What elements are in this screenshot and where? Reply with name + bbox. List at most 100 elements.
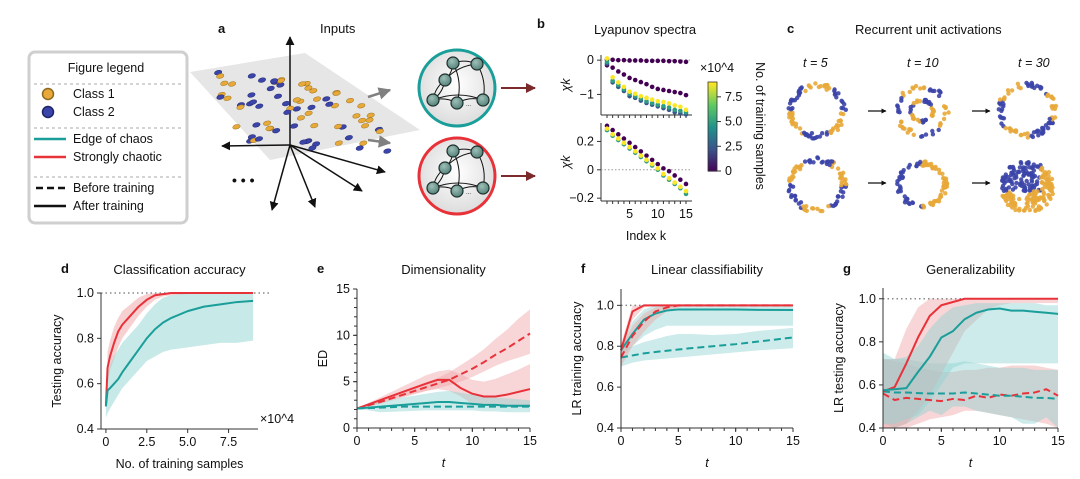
activation-point (943, 105, 948, 111)
input-sample-point (375, 128, 384, 134)
activation-point (910, 112, 915, 118)
activation-point (1008, 203, 1014, 208)
confidence-band (621, 327, 793, 367)
activation-point (1013, 207, 1018, 213)
panel-d-letter: d (61, 261, 69, 276)
activation-point (790, 169, 796, 174)
lyapunov-exponent-point (655, 166, 661, 171)
activation-point (843, 177, 848, 182)
input-sample-point (282, 101, 290, 107)
activation-point (811, 206, 816, 211)
activation-point (835, 199, 840, 204)
activation-point (914, 163, 919, 169)
activation-point (1047, 121, 1052, 126)
colorbar-segment (708, 104, 717, 108)
activation-point (1017, 206, 1022, 211)
lyapunov-exponent-point (638, 149, 644, 154)
lyapunov-exponent-point (678, 90, 683, 96)
x-tick-label: 5.0 (179, 435, 196, 449)
input-sample-point (304, 110, 313, 116)
activation-point (899, 119, 904, 124)
strongly-chaotic-network: ... (417, 136, 497, 216)
activation-point (1041, 191, 1047, 196)
input-sample-point (358, 117, 366, 124)
activation-point (1002, 97, 1007, 102)
activation-point (923, 132, 929, 137)
y-axis-label: LR training accuracy (570, 301, 584, 416)
colorbar-segment (708, 135, 717, 139)
x-axis-label: Index k (626, 229, 667, 243)
activation-point (786, 106, 791, 111)
series-line (882, 297, 1058, 393)
activation-point (1019, 177, 1024, 182)
activation-point (1041, 130, 1046, 135)
lyapunov-exponent-point (638, 79, 644, 85)
lyapunov-exponent-point (604, 126, 610, 131)
activation-point (1010, 187, 1016, 192)
input-sample-point (304, 85, 313, 91)
activation-point (832, 88, 837, 94)
x-tick-label: 0 (354, 434, 361, 448)
activation-point (1039, 165, 1045, 171)
activation-point (824, 161, 830, 167)
y-tick-label: 1.0 (77, 286, 94, 300)
activation-point (841, 111, 846, 117)
colorbar-segment (708, 159, 717, 163)
activation-point (1015, 169, 1021, 174)
lyapunov-exponent-point (678, 108, 683, 114)
activation-point (1023, 165, 1028, 170)
activation-point (936, 127, 941, 133)
input-sample-point (312, 141, 321, 147)
input-sample-point (334, 140, 343, 146)
activation-point (1000, 183, 1006, 189)
x-axis-label: No. of training samples (116, 457, 244, 471)
lyapunov-exponent-point (621, 140, 627, 146)
activation-point (788, 184, 794, 189)
legend-item-label: After training (73, 199, 144, 213)
input-sample-point (361, 123, 370, 129)
input-sample-point (325, 101, 334, 107)
lyapunov-exponent-point (655, 161, 661, 167)
lyapunov-exponent-point (678, 59, 683, 64)
activation-point (798, 86, 803, 91)
recurrent-unit-node (426, 93, 440, 107)
panel-g-letter: g (843, 261, 851, 276)
confidence-band (621, 305, 793, 357)
activation-point (801, 204, 806, 209)
activation-point (1045, 93, 1050, 99)
activation-point (802, 159, 808, 164)
activation-point (1014, 175, 1019, 180)
activation-point (1033, 208, 1038, 213)
activation-point (1008, 129, 1013, 134)
x-axis-label: t (969, 456, 973, 470)
legend-item-label: Edge of chaos (73, 132, 153, 146)
activation-point (824, 132, 830, 137)
y-axis-label: χk (559, 78, 573, 93)
input-sample-point (299, 139, 308, 145)
activation-point (1021, 208, 1027, 213)
activation-point (931, 165, 936, 170)
lyapunov-exponent-point (604, 56, 610, 61)
activation-point (1031, 189, 1037, 194)
activation-point (925, 162, 931, 168)
activation-point (910, 200, 915, 205)
lyapunov-exponent-point (644, 81, 649, 87)
x-tick-label: 5 (411, 434, 418, 448)
activation-point (900, 124, 905, 130)
activation-point (1021, 173, 1026, 178)
colorbar-segment (708, 168, 717, 172)
x-tick-label: 7.5 (220, 435, 237, 449)
input-sample-point (247, 92, 256, 98)
activation-point (789, 118, 795, 124)
lyapunov-exponent-point (655, 58, 661, 64)
activation-point (803, 88, 808, 94)
lyapunov-exponent-point (627, 144, 632, 150)
activation-point (1003, 126, 1008, 131)
activation-point (801, 130, 807, 135)
lyapunov-exponent-point (683, 59, 689, 65)
panel-c-letter: c (787, 21, 794, 36)
recurrent-unit-node (476, 181, 490, 195)
colorbar-segment (708, 150, 717, 154)
activation-point (898, 170, 904, 175)
activation-point (1003, 193, 1009, 198)
